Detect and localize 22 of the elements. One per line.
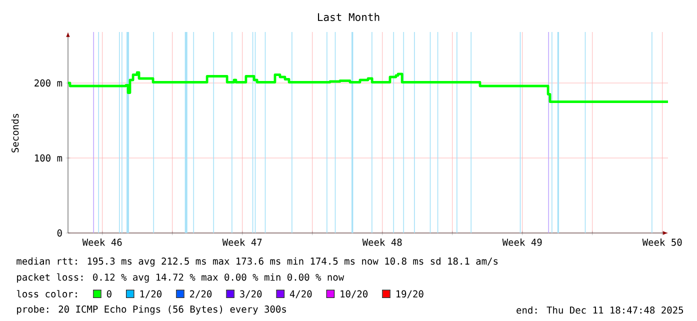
y-tick-label: 0 [57,229,62,237]
x-tick-label: Week 50 [642,238,682,246]
legend-label: 10/20 [340,290,368,298]
y-tick-label: 100 m [35,154,62,162]
legend-label: 3/20 [240,290,262,298]
text: probe: 20 ICMP Echo Pings (56 Bytes) every 300s [17,305,286,315]
text: packet loss: 0.12 % avg 14.72 % max 0.00 % min 0.00 % now [17,273,344,283]
x-tick-label: Week 46 [82,238,122,246]
legend-label: 4/20 [290,290,312,298]
text: end: Thu Dec 11 18:47:48 2025 [516,306,684,314]
y-axis-title: Seconds [11,114,19,152]
x-tick-label: Week 48 [362,238,402,246]
legend-label: 1/20 [140,290,162,298]
text: median rtt: 195.3 ms avg 212.5 ms max 173.6 ms min 174.5 ms now 10.8 ms sd 18.1 am/s [16,257,498,267]
chart-title: Last Month [318,12,380,22]
x-tick-label: Week 49 [502,238,542,246]
legend-title: loss color: [16,290,77,298]
x-tick-label: Week 47 [222,238,262,246]
legend-label: 2/20 [190,290,212,298]
legend-label: 0 [106,290,112,298]
legend-label: 19/20 [396,290,424,298]
y-tick-label: 200 m [34,79,62,87]
